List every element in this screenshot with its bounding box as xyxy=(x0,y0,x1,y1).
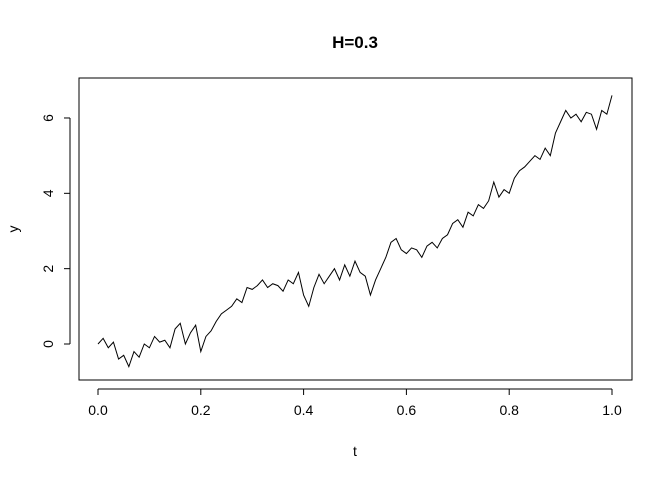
y-axis: 0 2 4 6 xyxy=(40,114,71,348)
x-tick-label: 0.8 xyxy=(499,402,519,418)
x-tick-label: 0.0 xyxy=(88,402,108,418)
x-tick-label: 0.6 xyxy=(397,402,417,418)
y-tick-label: 0 xyxy=(40,340,56,348)
y-tick-label: 6 xyxy=(40,114,56,122)
y-tick-label: 4 xyxy=(40,189,56,197)
y-axis-label: y xyxy=(5,226,21,233)
x-axis-label: t xyxy=(353,443,357,459)
chart-title: H=0.3 xyxy=(332,33,378,52)
y-tick-label: 2 xyxy=(40,265,56,273)
plot-frame xyxy=(78,77,633,381)
x-tick-label: 1.0 xyxy=(602,402,622,418)
x-tick-label: 0.4 xyxy=(294,402,314,418)
x-tick-label: 0.2 xyxy=(191,402,211,418)
x-axis: 0.0 0.2 0.4 0.6 0.8 1.0 xyxy=(88,388,622,418)
series-line xyxy=(97,95,613,368)
